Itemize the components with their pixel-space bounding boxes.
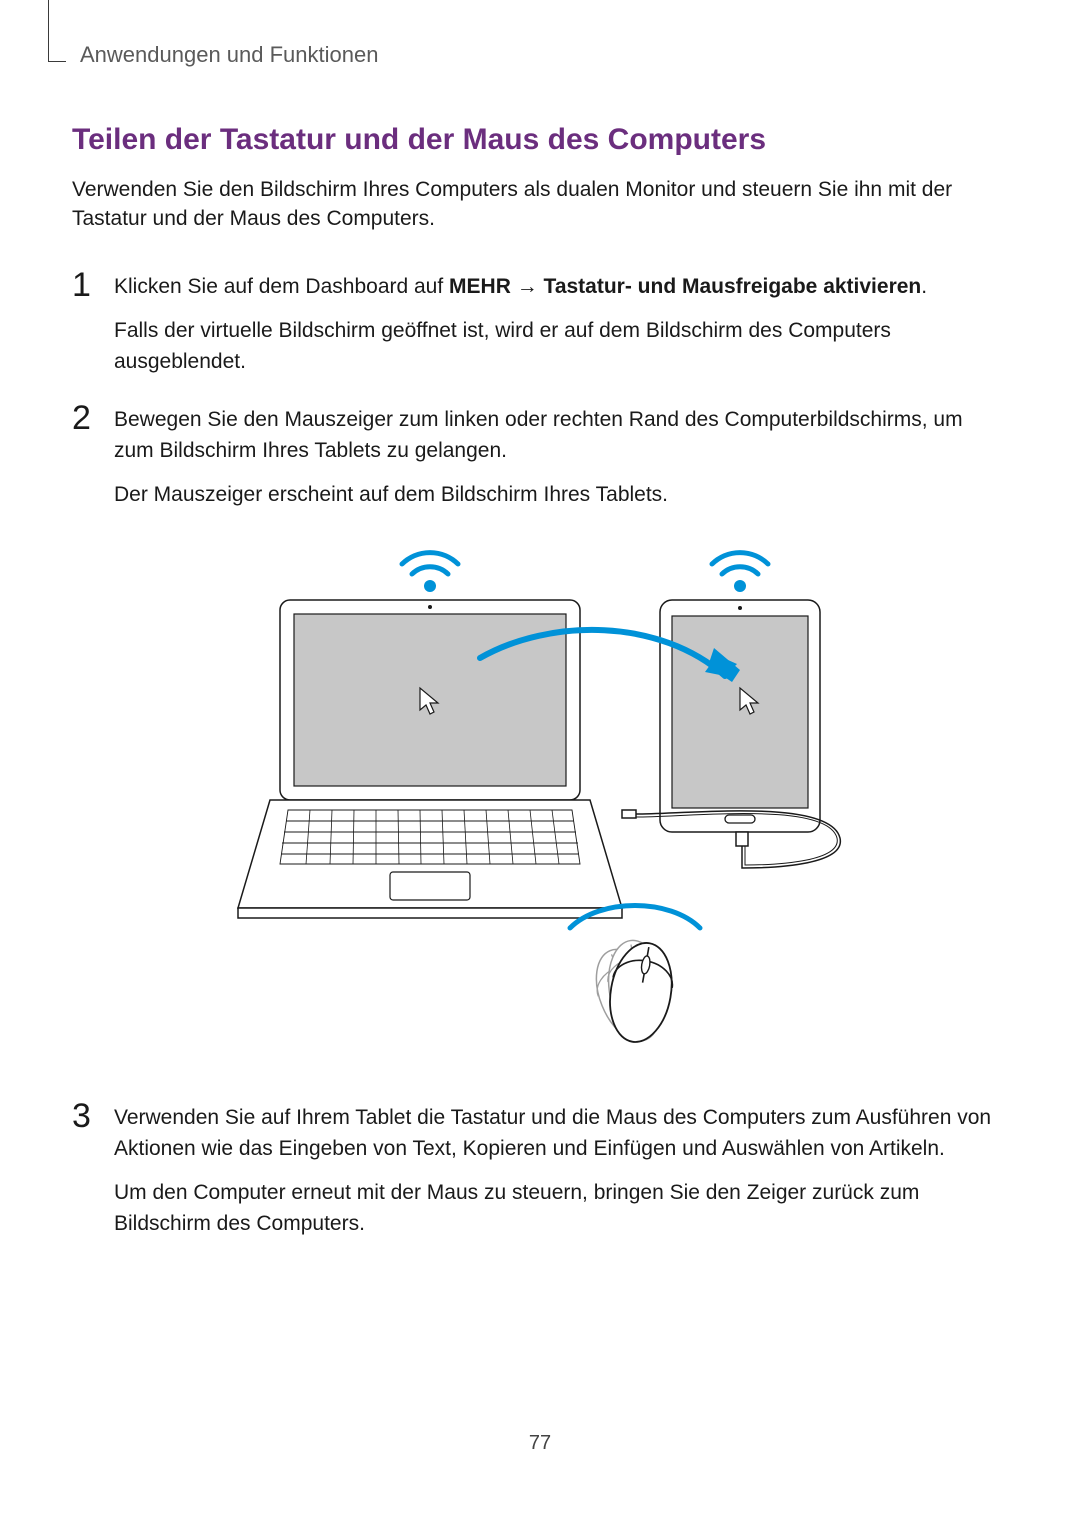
laptop-tablet-diagram [220, 538, 860, 1058]
mouse-icon [570, 906, 700, 1051]
step-number: 3 [72, 1099, 114, 1133]
step-3-line-1: Verwenden Sie auf Ihrem Tablet die Tasta… [114, 1103, 1008, 1164]
step-2: 2 Bewegen Sie den Mauszeiger zum linken … [72, 405, 1008, 510]
step-1-line-2: Falls der virtuelle Bildschirm geöffnet … [114, 316, 1008, 377]
step-body: Bewegen Sie den Mauszeiger zum linken od… [114, 405, 1008, 510]
section-title: Teilen der Tastatur und der Maus des Com… [72, 123, 1008, 157]
step-3-line-2: Um den Computer erneut mit der Maus zu s… [114, 1178, 1008, 1239]
page-header: Anwendungen und Funktionen [80, 42, 1008, 68]
tablet-icon [660, 600, 820, 832]
step-2-line-1: Bewegen Sie den Mauszeiger zum linken od… [114, 405, 1008, 466]
step-body: Klicken Sie auf dem Dashboard auf MEHR →… [114, 272, 1008, 377]
step-body: Verwenden Sie auf Ihrem Tablet die Tasta… [114, 1103, 1008, 1239]
page-number: 77 [0, 1432, 1080, 1455]
laptop-icon [238, 600, 622, 918]
wifi-icon [712, 553, 768, 592]
step-3: 3 Verwenden Sie auf Ihrem Tablet die Tas… [72, 1103, 1008, 1239]
step-number: 2 [72, 401, 114, 435]
page-corner-mark [48, 0, 66, 62]
step-number: 1 [72, 268, 114, 302]
wifi-icon [402, 553, 458, 592]
intro-text: Verwenden Sie den Bildschirm Ihres Compu… [72, 175, 1008, 234]
step-1-line-1: Klicken Sie auf dem Dashboard auf MEHR →… [114, 272, 1008, 302]
step-2-line-2: Der Mauszeiger erscheint auf dem Bildsch… [114, 480, 1008, 510]
illustration [72, 538, 1008, 1063]
step-1: 1 Klicken Sie auf dem Dashboard auf MEHR… [72, 272, 1008, 377]
